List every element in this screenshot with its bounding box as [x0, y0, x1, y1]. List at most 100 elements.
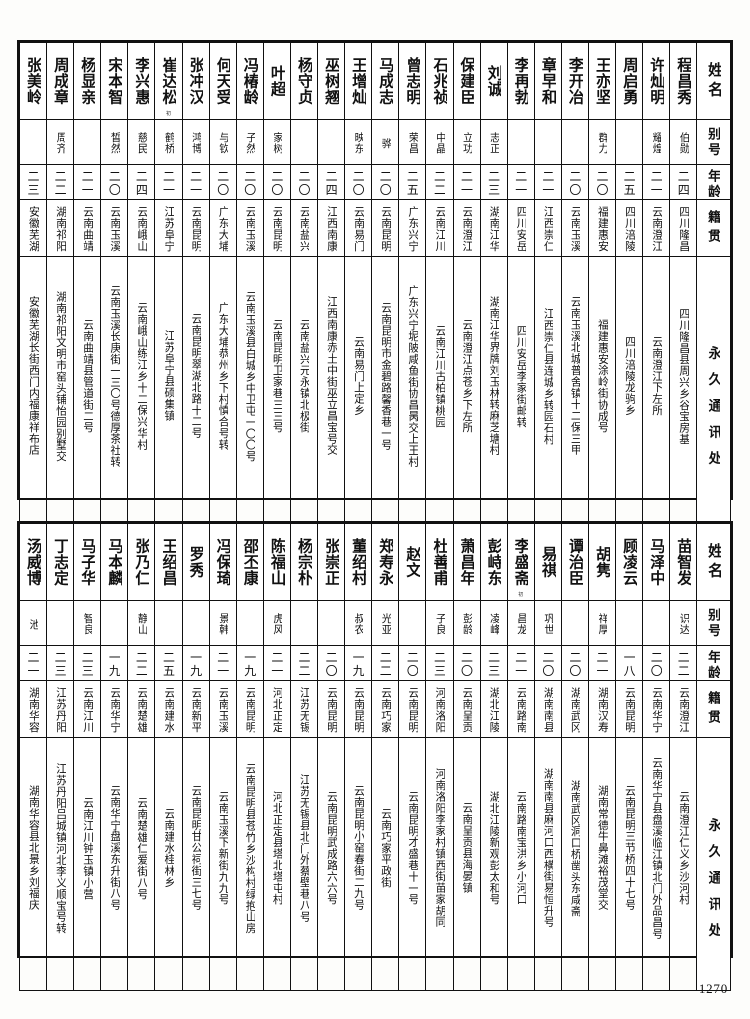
address-text: 湖南江华界牌刘玉林转麻芝塘村	[488, 296, 500, 456]
cell-alias: 池	[18, 600, 48, 646]
native_place-text: 云南玉溪	[217, 686, 229, 733]
alias-text: 池	[28, 618, 39, 630]
native_place-text: 云南玉溪	[108, 205, 120, 252]
address-text: 四川安岳李家街邮转	[515, 324, 527, 428]
cell-name: 崔达松初	[154, 42, 183, 120]
cell-alias: 虎风	[262, 600, 291, 646]
cell-address: 湖南南县麻河口西横街易恒升号	[533, 737, 562, 991]
cell-native_place: 江西南康	[317, 199, 346, 257]
cell-name: 陈福山	[262, 523, 291, 601]
native_place-text: 江苏丹阳	[54, 686, 66, 733]
cell-age: 二五	[398, 164, 427, 200]
native_place-text: 云南华宁	[650, 686, 662, 733]
address-text: 四川隆昌县周兴乡谷宝房基	[677, 307, 689, 445]
address-text: 湖南武冈洞口桥凿头东咸斋	[569, 779, 581, 917]
cell-alias: 中晶	[425, 119, 454, 165]
name-text: 苗智发	[675, 537, 692, 587]
name-text: 张崇正	[323, 537, 339, 587]
alias-text: 皙然	[109, 132, 120, 154]
address-text: 安徽芜湖长街西门内福康祥布店	[27, 296, 39, 456]
column-header-alias: 别号	[696, 119, 731, 165]
cell-native_place: 江苏丹阳	[46, 680, 75, 738]
native_place-text: 云南华宁	[108, 686, 120, 733]
cell-alias: 鸿博	[181, 119, 210, 165]
roster-row-native_place: 安徽芜湖 湖南祁阳 云南曲靖 云南玉溪 云南峨山 江苏阜宁 云南昆明 广东大埔 云南玉溪 云南昆明…	[18, 199, 731, 257]
age-text: 二一	[541, 169, 554, 197]
address-text: 云南玉溪下新街九九号	[217, 791, 229, 905]
cell-native_place: 云南呈贡	[452, 680, 481, 738]
cell-name: 何天受	[208, 42, 237, 120]
name-text: 程昌秀	[675, 56, 692, 106]
cell-address: 云南巧家平政街	[371, 737, 400, 991]
cell-alias: 智良	[73, 600, 102, 646]
cell-alias: 群力	[587, 119, 617, 165]
cell-age: 二一	[506, 645, 535, 681]
alias-text: 志正	[488, 132, 499, 154]
name-text: 杨宗朴	[296, 537, 312, 587]
name-text: 王亦坚	[594, 56, 610, 106]
cell-age: 二一	[642, 164, 671, 200]
name-text: 马子华	[79, 537, 95, 587]
cell-native_place: 湖南武冈	[560, 680, 589, 738]
cell-age: 二〇	[344, 164, 373, 200]
alias-text: 子良	[434, 613, 445, 635]
cell-name: 冯保琦	[208, 523, 237, 601]
column-header-label: 别号	[707, 127, 721, 159]
age-text: 二一	[596, 650, 609, 678]
cell-name: 郑寿永	[371, 523, 400, 601]
cell-name: 巫树翘	[317, 42, 346, 120]
roster-body-2: 汤威博 丁志定 马子华 马本麟 张乃仁 王绍昌 罗秀 冯保琦 邵丕康 陈福山 杨宗朴 张崇正 董绍村 郑寿…	[18, 523, 731, 991]
name-text: 丁志定	[52, 537, 68, 587]
column-header-age: 年龄	[696, 645, 731, 681]
address-text: 湖北江陵新观彭太和号	[488, 791, 500, 905]
cell-native_place: 云南澄江	[642, 199, 671, 257]
age-text: 二三	[54, 650, 67, 678]
address-text: 河南洛阳李家村镇西街苗家胡同	[433, 768, 445, 928]
address-text: 云南华宁盘溪东升街八号	[108, 785, 120, 911]
name-text: 罗秀	[187, 545, 204, 579]
name-text: 顾凌云	[621, 537, 637, 587]
native_place-text: 云南巧家	[379, 686, 391, 733]
address-text: 湖南常德牛鼻滩裕茂堂交	[596, 785, 608, 911]
cell-name: 王亦坚	[587, 42, 617, 120]
name-text: 周启勇	[621, 56, 637, 106]
cell-alias	[642, 600, 671, 646]
name-text: 杨显亲	[79, 56, 95, 106]
age-text: 二一	[81, 169, 94, 197]
cell-age: 二四	[317, 164, 346, 200]
cell-alias: 耀煌	[642, 119, 671, 165]
cell-native_place: 广东大埔	[208, 199, 237, 257]
cell-name: 杜善甫	[425, 523, 454, 601]
cell-name: 赵文	[398, 523, 427, 601]
native_place-text: 云南曲靖	[81, 205, 93, 252]
age-text: 二一	[270, 650, 283, 678]
cell-address: 云南玉溪长庚街一三〇号德厚茶社转	[100, 256, 129, 528]
cell-alias: 荣昌	[398, 119, 427, 165]
column-header-label: 永久通讯处	[706, 346, 721, 478]
native_place-text: 云南呈贡	[461, 686, 473, 733]
cell-age: 一九	[235, 645, 264, 681]
age-text: 二五	[406, 169, 419, 197]
column-header-label: 永久通讯处	[706, 818, 721, 950]
native_place-text: 云南昆明	[406, 686, 418, 733]
cell-name: 石兆祯	[425, 42, 454, 120]
cell-native_place: 云南曲靖	[73, 199, 102, 257]
cell-name: 顾凌云	[615, 523, 644, 601]
native_place-text: 云南昆明	[623, 686, 635, 733]
cell-native_place: 广东兴宁	[398, 199, 427, 257]
cell-age: 二一	[533, 164, 562, 200]
cell-native_place: 四川隆昌	[669, 199, 698, 257]
cell-alias	[235, 600, 264, 646]
cell-name: 宋本智	[100, 42, 129, 120]
name-text: 郑寿永	[377, 537, 394, 587]
address-text: 云南昆明武成路六六号	[325, 791, 337, 905]
column-header-address: 永久通讯处	[696, 737, 731, 991]
cell-alias	[73, 119, 102, 165]
age-text: 二三	[27, 169, 40, 197]
age-text: 二一	[514, 650, 527, 678]
cell-native_place: 云南峨山	[127, 199, 156, 257]
roster-row-name: 张美岭 周成章 杨显亲 宋本智 李兴惠 崔达松初张冲汉 何天受 冯椿龄 叶超 杨守贞 巫树翘 王增灿马…	[18, 42, 731, 120]
address-text: 云南建水桂林乡	[163, 808, 175, 888]
cell-age: 二一	[18, 645, 48, 681]
address-text: 云南昆明翠湖北路十二号	[190, 313, 202, 439]
